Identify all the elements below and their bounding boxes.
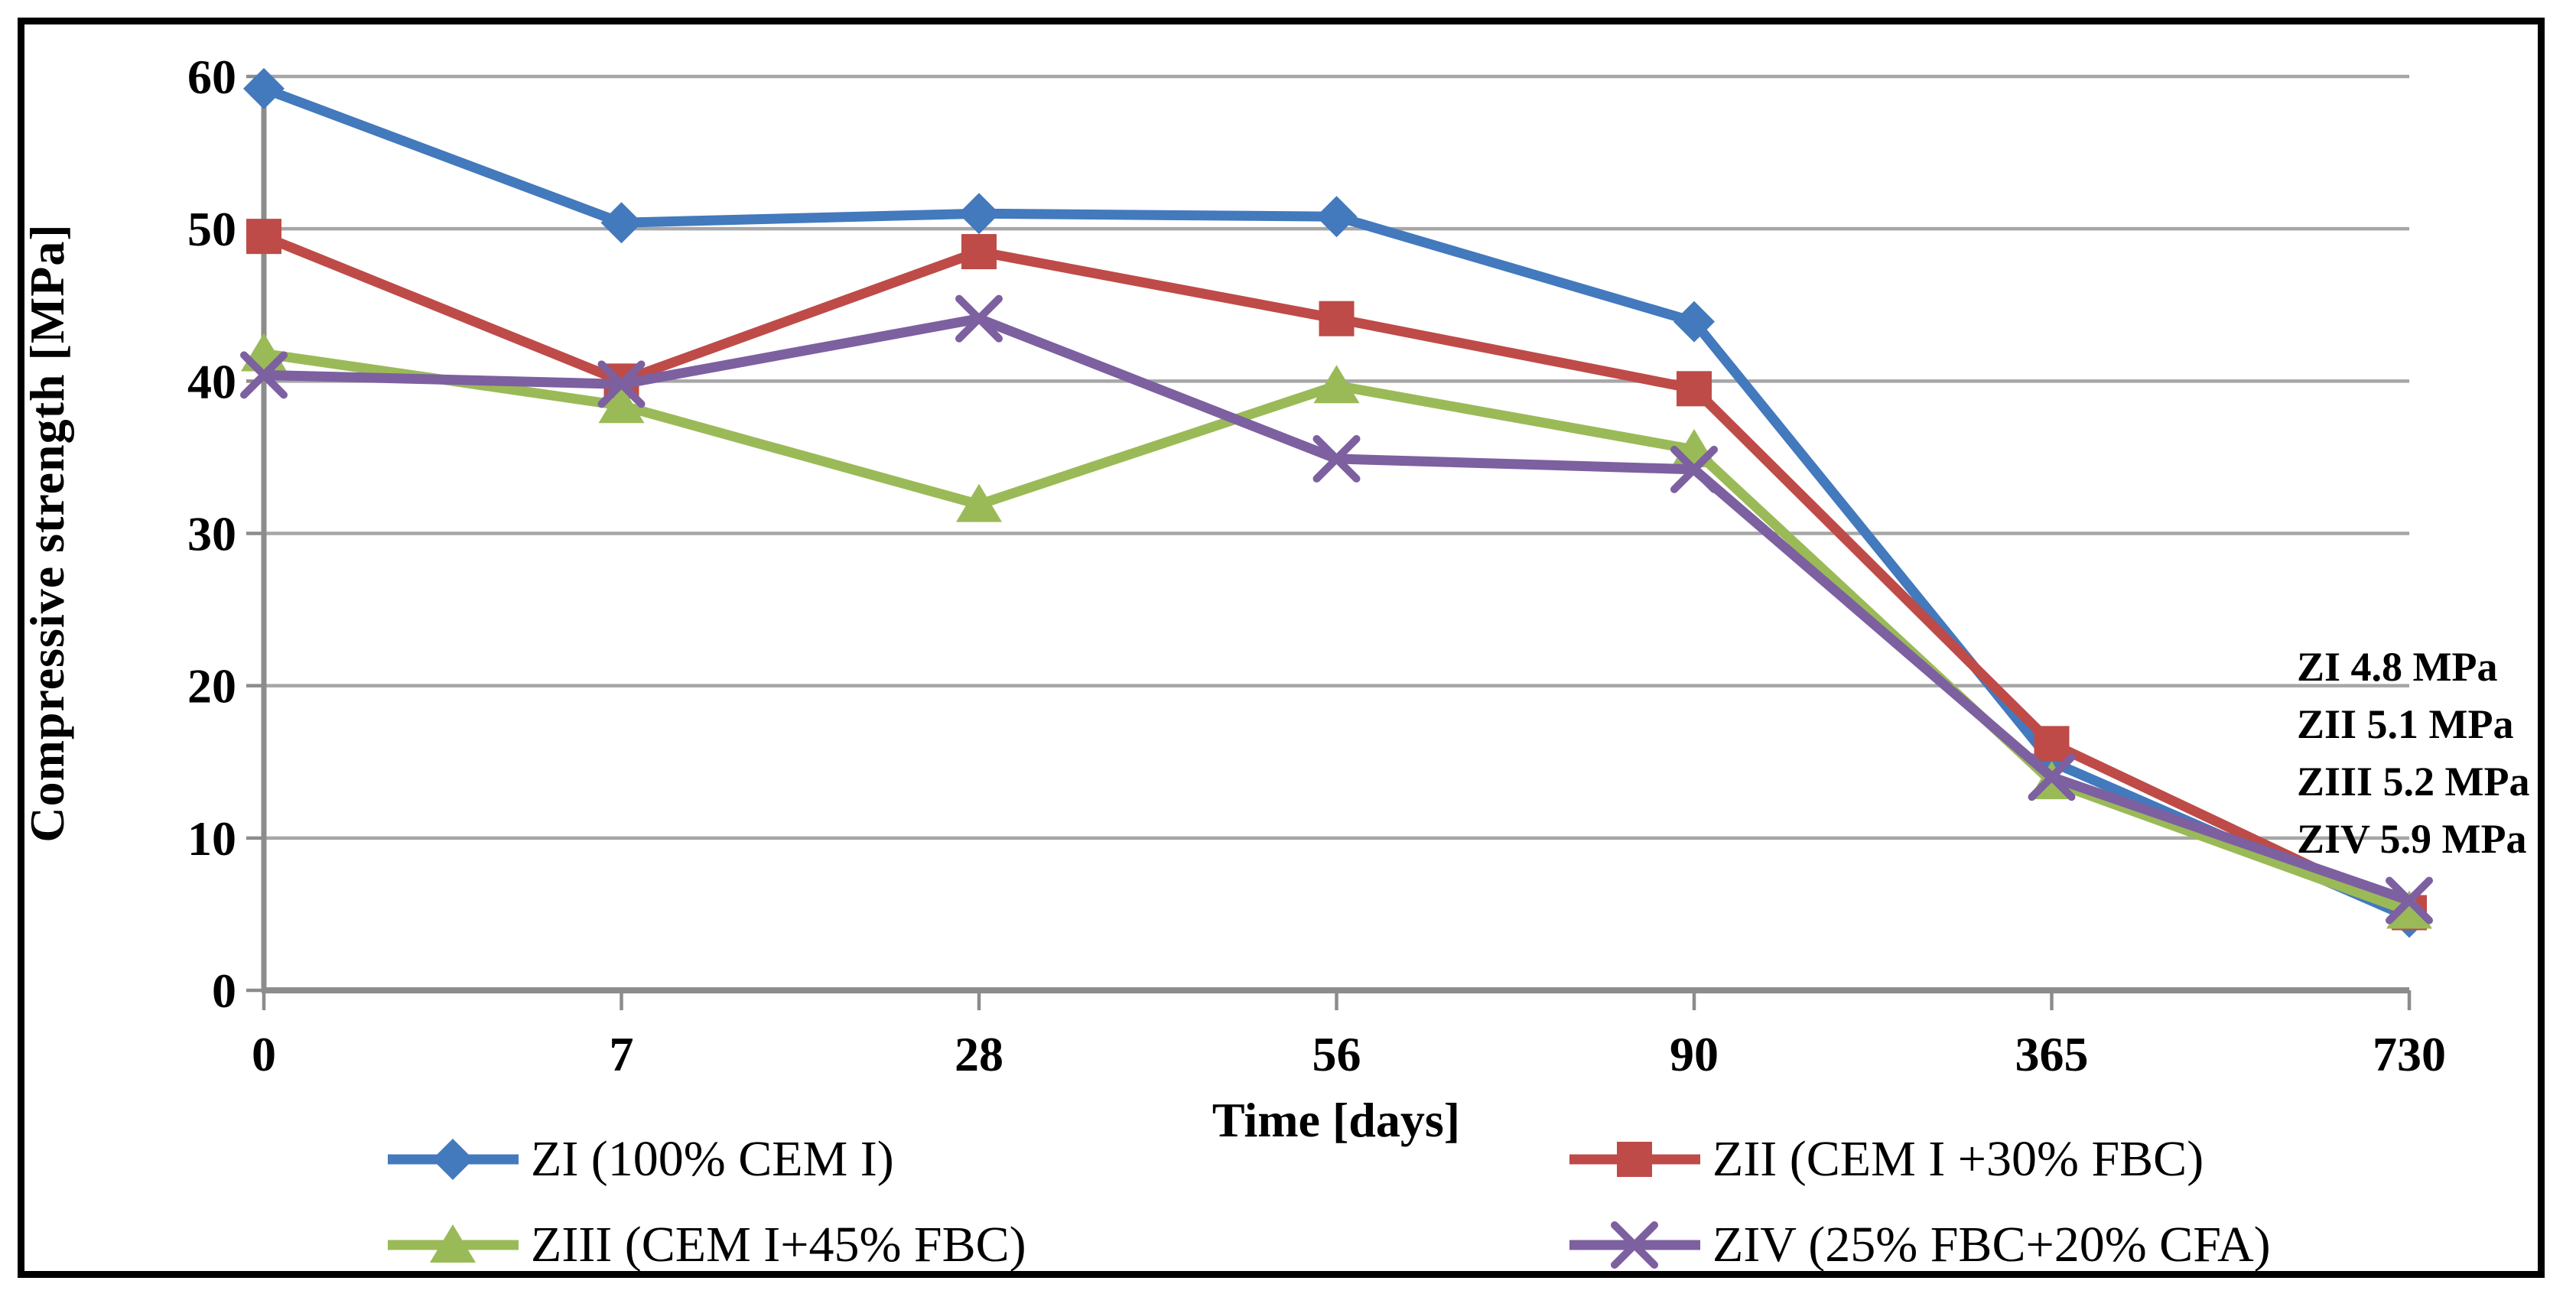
svg-text:20: 20 <box>187 659 236 714</box>
legend-label-zi: ZI (100% CEM I) <box>531 1131 894 1187</box>
annotation-ziv: ZIV 5.9 MPa <box>2297 816 2527 862</box>
svg-text:28: 28 <box>955 1027 1003 1081</box>
legend-label-ziv: ZIV (25% FBC+20% CFA) <box>1712 1217 2271 1273</box>
diamond-marker-icon <box>388 1139 519 1180</box>
legend-label-ziii: ZIII (CEM I+45% FBC) <box>531 1217 1026 1273</box>
annotation-zii: ZII 5.1 MPa <box>2297 701 2514 747</box>
svg-text:30: 30 <box>187 507 236 561</box>
annotation-ziii: ZIII 5.2 MPa <box>2297 759 2530 805</box>
svg-text:60: 60 <box>187 50 236 104</box>
legend-item-ziv: ZIV (25% FBC+20% CFA) <box>1568 1214 2271 1276</box>
svg-text:730: 730 <box>2373 1027 2446 1081</box>
svg-text:7: 7 <box>610 1027 634 1081</box>
y-axis-title: Compressive strength [MPa] <box>20 223 74 843</box>
svg-text:0: 0 <box>212 964 236 1018</box>
x-axis-title: Time [days] <box>1212 1093 1461 1147</box>
endpoint-value-annotations: ZI 4.8 MPa ZII 5.1 MPa ZIII 5.2 MPa ZIV … <box>2297 639 2530 868</box>
svg-text:10: 10 <box>187 811 236 866</box>
triangle-marker-icon <box>388 1224 519 1263</box>
legend-item-zi: ZI (100% CEM I) <box>386 1129 894 1190</box>
svg-text:40: 40 <box>187 354 236 408</box>
svg-text:0: 0 <box>252 1027 276 1081</box>
x-marker-icon <box>1569 1221 1700 1269</box>
svg-text:90: 90 <box>1670 1027 1719 1081</box>
annotation-zi: ZI 4.8 MPa <box>2297 644 2498 690</box>
legend-label-zii: ZII (CEM I +30% FBC) <box>1712 1131 2204 1187</box>
legend-item-ziii: ZIII (CEM I+45% FBC) <box>386 1214 1026 1276</box>
svg-text:365: 365 <box>2015 1027 2089 1081</box>
square-marker-icon <box>1569 1142 1700 1177</box>
legend-item-zii: ZII (CEM I +30% FBC) <box>1568 1129 2204 1190</box>
svg-text:56: 56 <box>1312 1027 1361 1081</box>
svg-text:50: 50 <box>187 202 236 256</box>
